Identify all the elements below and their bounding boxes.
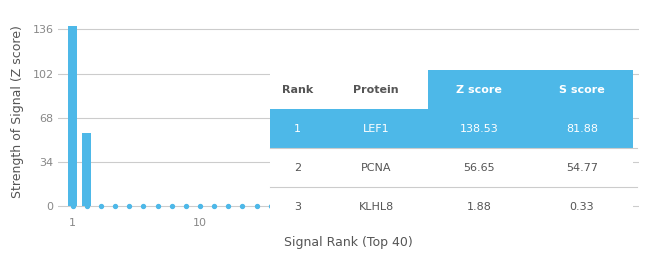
Point (68, 204, 78, 208)
FancyBboxPatch shape (428, 109, 530, 148)
Point (337, 204, 347, 208)
Point (521, 204, 531, 208)
Point (407, 204, 417, 208)
FancyBboxPatch shape (428, 148, 530, 187)
Point (322, 204, 333, 208)
Point (294, 204, 304, 208)
FancyBboxPatch shape (325, 148, 428, 187)
FancyBboxPatch shape (428, 70, 530, 109)
Text: S score: S score (559, 85, 604, 95)
Point (379, 204, 389, 208)
Text: 56.65: 56.65 (463, 163, 495, 173)
FancyBboxPatch shape (325, 70, 428, 109)
Point (280, 204, 290, 208)
Point (252, 204, 262, 208)
FancyBboxPatch shape (270, 187, 325, 226)
Point (138, 204, 149, 208)
X-axis label: Signal Rank (Top 40): Signal Rank (Top 40) (284, 236, 413, 249)
Text: 2: 2 (294, 163, 301, 173)
Text: 138.53: 138.53 (460, 124, 499, 134)
Point (209, 204, 219, 208)
FancyBboxPatch shape (325, 187, 428, 226)
Y-axis label: Strength of Signal (Z score): Strength of Signal (Z score) (11, 25, 24, 198)
Text: 1: 1 (294, 124, 301, 134)
FancyBboxPatch shape (530, 70, 633, 109)
Point (563, 204, 573, 208)
Point (534, 204, 545, 208)
Point (464, 204, 474, 208)
Point (619, 204, 630, 208)
Point (181, 204, 191, 208)
Point (110, 204, 120, 208)
Text: KLHL8: KLHL8 (359, 202, 394, 212)
Text: Z score: Z score (456, 85, 502, 95)
FancyBboxPatch shape (270, 70, 325, 109)
FancyBboxPatch shape (270, 109, 325, 148)
Point (266, 204, 276, 208)
Text: Rank: Rank (281, 85, 313, 95)
Point (577, 204, 588, 208)
Bar (68, 26, 77, 206)
Text: 3: 3 (294, 202, 301, 212)
Point (166, 204, 177, 208)
Point (96, 204, 106, 208)
FancyBboxPatch shape (428, 187, 530, 226)
Text: 81.88: 81.88 (566, 124, 598, 134)
Point (436, 204, 446, 208)
Point (393, 204, 404, 208)
Text: 1.88: 1.88 (467, 202, 491, 212)
Text: 0.33: 0.33 (569, 202, 594, 212)
Point (350, 204, 361, 208)
FancyBboxPatch shape (270, 148, 325, 187)
Point (152, 204, 162, 208)
Text: 54.77: 54.77 (566, 163, 598, 173)
Point (592, 204, 602, 208)
Point (450, 204, 460, 208)
Point (308, 204, 318, 208)
FancyBboxPatch shape (530, 187, 633, 226)
Point (492, 204, 502, 208)
Point (195, 204, 205, 208)
Text: LEF1: LEF1 (363, 124, 389, 134)
Point (421, 204, 432, 208)
Point (124, 204, 135, 208)
FancyBboxPatch shape (530, 109, 633, 148)
Text: PCNA: PCNA (361, 163, 391, 173)
Point (81, 204, 92, 208)
Point (237, 204, 248, 208)
Text: Protein: Protein (354, 85, 399, 95)
Point (549, 204, 559, 208)
Point (223, 204, 233, 208)
Point (365, 204, 375, 208)
Point (478, 204, 488, 208)
Point (605, 204, 616, 208)
FancyBboxPatch shape (325, 109, 428, 148)
Bar (83, 133, 91, 206)
Point (506, 204, 517, 208)
FancyBboxPatch shape (530, 148, 633, 187)
